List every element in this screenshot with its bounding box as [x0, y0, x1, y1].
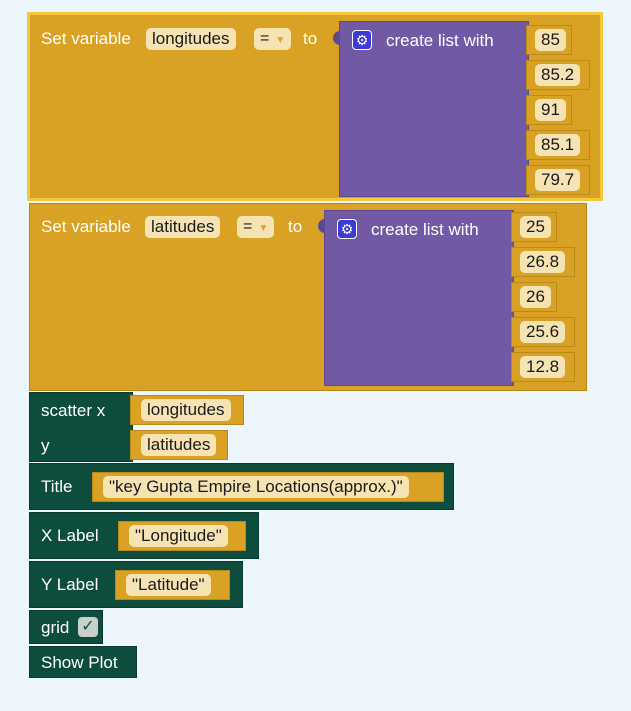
dropdown-arrow-icon: ▼ [258, 223, 269, 234]
gear-icon[interactable]: ⚙ [352, 30, 372, 50]
variable-name-field[interactable]: latitudes [145, 216, 221, 238]
scatter-block[interactable]: scatter x y [29, 392, 133, 462]
list-item-block[interactable]: 12.8 [511, 352, 575, 382]
operator-dropdown[interactable]: = ▼ [237, 216, 275, 238]
number-field[interactable]: 25.6 [520, 321, 566, 343]
x-variable-block[interactable]: longitudes [130, 395, 244, 425]
set-variable-label: Set variable [41, 29, 131, 48]
number-field[interactable]: 12.8 [520, 356, 566, 378]
create-list-label: create list with [386, 31, 494, 50]
list-item-block[interactable]: 85.1 [526, 130, 590, 160]
dropdown-arrow-icon: ▼ [275, 35, 286, 46]
number-field[interactable]: 85.1 [535, 134, 581, 156]
gear-icon[interactable]: ⚙ [337, 219, 357, 239]
input-connector-icon [333, 31, 341, 45]
list-item-block[interactable]: 25 [511, 212, 557, 242]
grid-block[interactable]: grid ✓ [29, 610, 103, 644]
number-field[interactable]: 26.8 [520, 251, 566, 273]
show-plot-label: Show Plot [41, 653, 118, 672]
x-label-text-block[interactable]: "Longitude" [118, 521, 246, 551]
number-field[interactable]: 91 [535, 99, 566, 121]
list-item-block[interactable]: 26.8 [511, 247, 575, 277]
create-list-label: create list with [371, 220, 479, 239]
number-field[interactable]: 85 [535, 29, 566, 51]
list-item-block[interactable]: 25.6 [511, 317, 575, 347]
number-field[interactable]: 25 [520, 216, 551, 238]
operator-label: = [260, 30, 270, 47]
create-list-block-latitudes[interactable]: ⚙ create list with [324, 210, 514, 386]
y-label-text-field[interactable]: "Latitude" [126, 574, 211, 596]
list-item-block[interactable]: 85 [526, 25, 572, 55]
set-variable-label: Set variable [41, 217, 131, 236]
x-label-block[interactable]: X Label "Longitude" [29, 512, 259, 559]
title-text-field[interactable]: "key Gupta Empire Locations(approx.)" [103, 476, 409, 498]
operator-dropdown[interactable]: = ▼ [254, 28, 292, 50]
x-label-label: X Label [41, 526, 99, 545]
y-variable-block[interactable]: latitudes [130, 430, 228, 460]
title-label: Title [41, 477, 73, 496]
operator-label: = [243, 218, 253, 235]
number-field[interactable]: 79.7 [535, 169, 581, 191]
y-label-text-block[interactable]: "Latitude" [115, 570, 230, 600]
title-block[interactable]: Title "key Gupta Empire Locations(approx… [29, 463, 454, 510]
list-item-block[interactable]: 85.2 [526, 60, 590, 90]
list-item-block[interactable]: 26 [511, 282, 557, 312]
create-list-block-longitudes[interactable]: ⚙ create list with [339, 21, 529, 197]
number-field[interactable]: 85.2 [535, 64, 581, 86]
grid-label: grid [41, 618, 70, 637]
set-variable-latitudes-block[interactable]: Set variable latitudes = ▼ to ⚙ create li… [29, 203, 587, 391]
to-label: to [303, 29, 318, 48]
x-label-text-field[interactable]: "Longitude" [129, 525, 228, 547]
y-label-label: Y Label [41, 575, 99, 594]
set-variable-longitudes-block[interactable]: Set variable longitudes = ▼ to ⚙ create l… [27, 12, 603, 201]
scatter-x-label: scatter x [41, 401, 106, 420]
to-label: to [288, 217, 303, 236]
input-connector-icon [318, 219, 326, 233]
title-text-block[interactable]: "key Gupta Empire Locations(approx.)" [92, 472, 444, 502]
checkmark-icon[interactable]: ✓ [78, 617, 98, 637]
scatter-y-label: y [41, 436, 50, 455]
x-variable-field[interactable]: longitudes [141, 399, 231, 421]
number-field[interactable]: 26 [520, 286, 551, 308]
y-label-block[interactable]: Y Label "Latitude" [29, 561, 243, 608]
variable-name-field[interactable]: longitudes [146, 28, 236, 50]
list-item-block[interactable]: 91 [526, 95, 572, 125]
show-plot-block[interactable]: Show Plot [29, 646, 137, 678]
list-item-block[interactable]: 79.7 [526, 165, 590, 195]
y-variable-field[interactable]: latitudes [141, 434, 217, 456]
